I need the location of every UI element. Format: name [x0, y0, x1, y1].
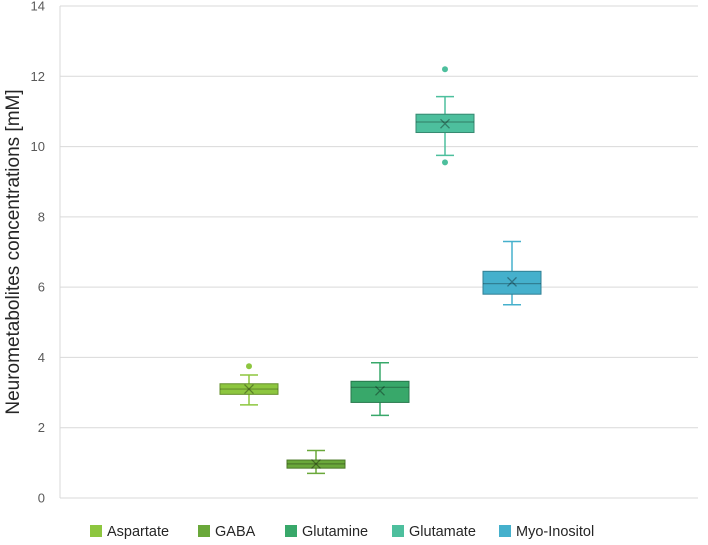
- gridlines: [59, 5, 698, 499]
- legend-swatch: [499, 525, 511, 537]
- box-aspartate: [219, 363, 279, 406]
- outlier-point: [442, 66, 448, 73]
- mean-marker: [507, 276, 517, 287]
- legend-label: Aspartate: [107, 524, 169, 540]
- mean-marker: [244, 384, 254, 395]
- legend-item: Glutamine: [285, 524, 368, 540]
- iqr-box: [350, 380, 410, 403]
- legend-item: Aspartate: [90, 524, 169, 540]
- iqr-box: [415, 113, 475, 134]
- y-tick-label: 4: [38, 350, 45, 365]
- mean-marker: [311, 458, 321, 469]
- box-glutamate: [415, 66, 475, 166]
- outlier-point: [442, 159, 448, 166]
- legend-swatch: [198, 525, 210, 537]
- iqr-box-outline: [415, 113, 475, 134]
- box-myo-inositol: [482, 240, 542, 306]
- y-axis-tick-labels: 0 2 4 6 8 10 12 14: [31, 0, 45, 506]
- y-tick-label: 12: [31, 69, 45, 84]
- iqr-box: [219, 383, 279, 395]
- legend-label: Glutamate: [409, 524, 476, 540]
- y-tick-label: 8: [38, 209, 45, 224]
- legend-item: Myo-Inositol: [499, 524, 594, 540]
- box-gaba: [286, 449, 346, 475]
- mean-marker: [375, 385, 385, 396]
- legend-item: Glutamate: [392, 524, 476, 540]
- iqr-box-outline: [219, 383, 279, 395]
- iqr-box: [482, 270, 542, 295]
- legend: Aspartate GABA Glutamine Glutamate Myo-Inosi…: [90, 524, 594, 540]
- legend-label: Myo-Inositol: [516, 524, 594, 540]
- y-tick-label: 14: [31, 0, 45, 14]
- iqr-box-outline: [286, 459, 346, 469]
- y-tick-label: 6: [38, 280, 45, 295]
- box-plots: [219, 66, 542, 475]
- iqr-box-outline: [350, 380, 410, 403]
- iqr-box: [286, 459, 346, 469]
- outlier-point: [246, 363, 252, 370]
- y-axis-title: Neurometabolites concentrations [mM]: [3, 89, 24, 414]
- legend-swatch: [392, 525, 404, 537]
- legend-swatch: [285, 525, 297, 537]
- y-tick-label: 0: [38, 491, 45, 506]
- legend-item: GABA: [198, 524, 256, 540]
- legend-label: GABA: [215, 524, 256, 540]
- y-tick-label: 2: [38, 420, 45, 435]
- legend-swatch: [90, 525, 102, 537]
- iqr-box-outline: [482, 270, 542, 295]
- legend-label: Glutamine: [302, 524, 368, 540]
- mean-marker: [440, 118, 450, 129]
- box-glutamine: [350, 361, 410, 417]
- y-tick-label: 10: [31, 139, 45, 154]
